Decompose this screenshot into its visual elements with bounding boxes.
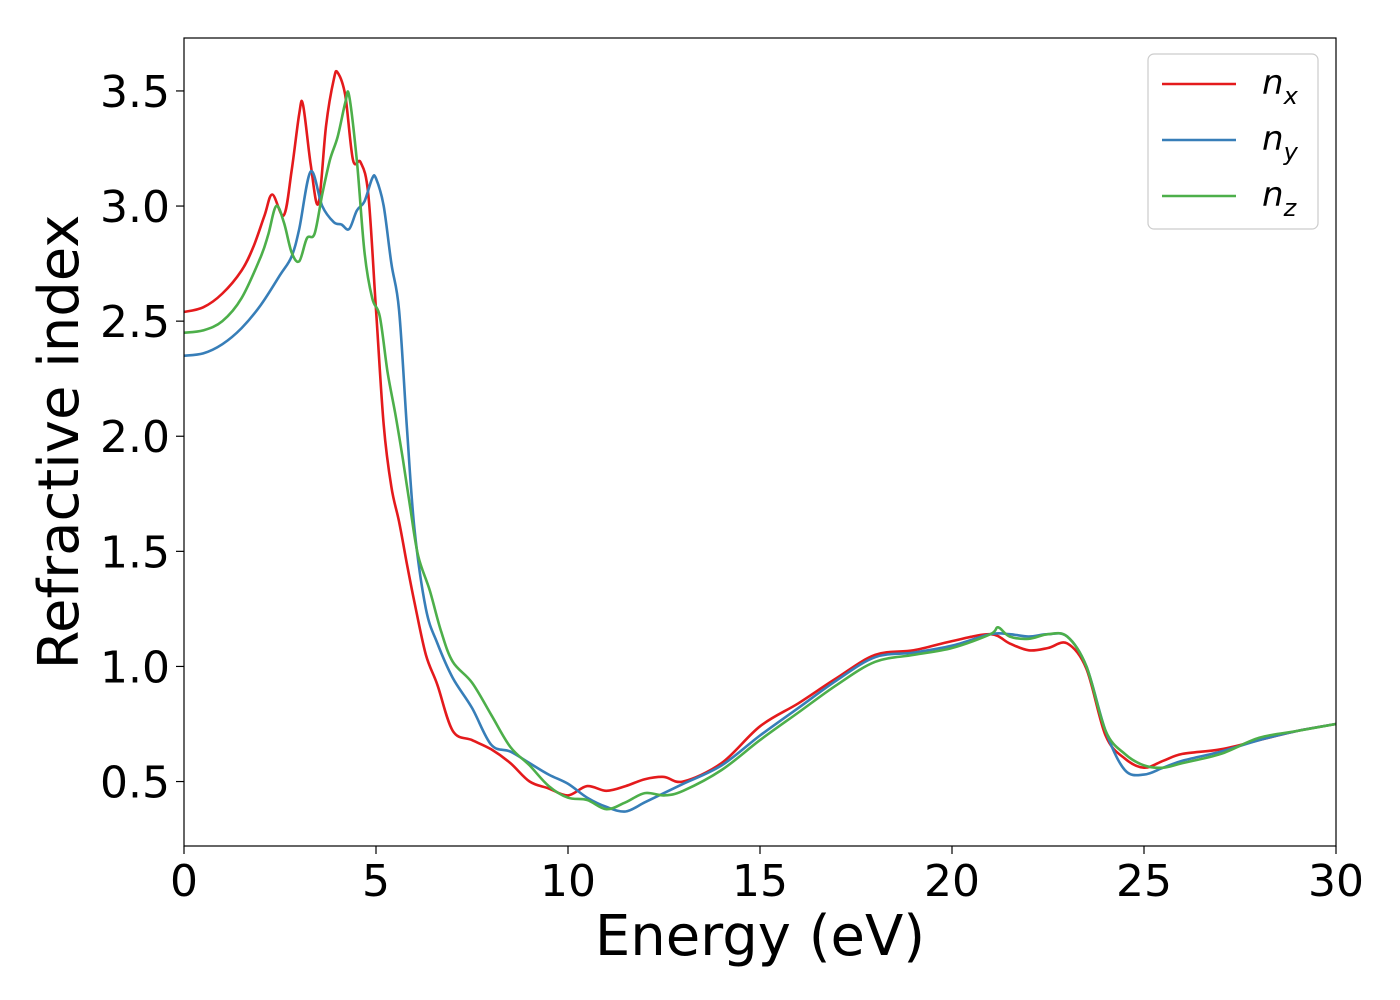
y-tick-label: 1.0 — [100, 642, 170, 693]
y-axis: 0.5 1.0 1.5 2.0 2.5 3.0 3.5 — [100, 67, 184, 809]
x-tick-label: 15 — [732, 856, 788, 907]
x-tick-label: 25 — [1116, 856, 1172, 907]
x-tick-label: 10 — [540, 856, 596, 907]
series-line-y — [183, 170, 1337, 813]
legend-box — [1147, 53, 1319, 230]
x-axis: 0 5 10 15 20 25 30 — [170, 846, 1364, 907]
legend-label-y: ny — [1262, 119, 1299, 166]
plot-lines — [183, 69, 1337, 813]
legend-label-z: nz — [1262, 175, 1298, 222]
x-axis-title: Energy (eV) — [595, 904, 925, 969]
legend: nx ny nz — [1147, 53, 1319, 230]
y-tick-label: 2.5 — [100, 297, 170, 348]
series-line-z — [183, 90, 1337, 811]
legend-label-x: nx — [1262, 63, 1299, 110]
y-tick-label: 2.0 — [100, 412, 170, 463]
x-tick-label: 5 — [362, 856, 390, 907]
x-tick-label: 20 — [924, 856, 980, 907]
x-tick-label: 0 — [170, 856, 198, 907]
y-tick-label: 0.5 — [100, 758, 170, 809]
y-tick-label: 1.5 — [100, 527, 170, 578]
series-line-x — [183, 69, 1337, 797]
y-axis-title: Refractive index — [27, 215, 92, 670]
y-tick-label: 3.5 — [100, 67, 170, 118]
y-tick-label: 3.0 — [100, 182, 170, 233]
x-tick-label: 30 — [1308, 856, 1364, 907]
